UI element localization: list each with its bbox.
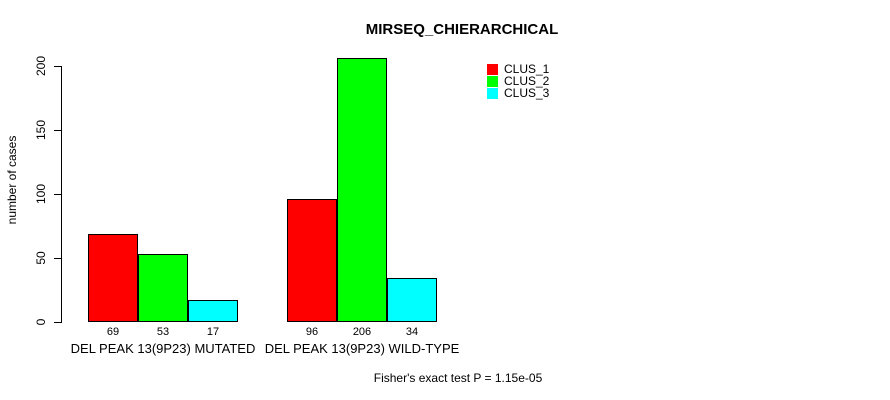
y-axis-label: number of cases xyxy=(5,135,19,225)
legend-row: CLUS_2 xyxy=(487,75,549,87)
bar-value-label: 17 xyxy=(206,326,220,338)
bar-clus_1-group2 xyxy=(287,199,337,322)
bar-value-label: 69 xyxy=(106,326,120,338)
y-tick-label: 200 xyxy=(34,55,48,77)
legend-swatch-clus_2 xyxy=(487,75,498,87)
legend-label: CLUS_2 xyxy=(504,74,550,88)
y-tick xyxy=(54,193,61,195)
y-axis-line xyxy=(61,66,62,323)
y-tick xyxy=(54,321,61,323)
legend: CLUS_1 CLUS_2 CLUS_3 xyxy=(487,63,549,99)
bar-clus_3-group1 xyxy=(188,300,238,322)
bar-value-label: 53 xyxy=(156,326,170,338)
bar-clus_1-group1 xyxy=(88,233,138,322)
legend-label: CLUS_3 xyxy=(504,86,550,100)
y-tick xyxy=(54,129,61,131)
legend-swatch-clus_3 xyxy=(487,87,498,99)
bar-value-label: 206 xyxy=(352,326,372,338)
y-tick-label: 150 xyxy=(34,119,48,141)
y-tick-label: 0 xyxy=(34,318,48,326)
y-tick xyxy=(54,257,61,259)
bar-value-label: 34 xyxy=(405,326,419,338)
bar-clus_2-group2 xyxy=(337,58,387,322)
chart-title: MIRSEQ_CHIERARCHICAL xyxy=(365,21,559,38)
legend-swatch-clus_1 xyxy=(487,63,498,75)
y-tick xyxy=(54,65,61,67)
bar-clus_3-group2 xyxy=(387,278,437,322)
bar-value-label: 96 xyxy=(305,326,319,338)
legend-row: CLUS_1 xyxy=(487,63,549,75)
legend-label: CLUS_1 xyxy=(504,62,550,76)
group-label: DEL PEAK 13(9P23) MUTATED xyxy=(70,341,256,356)
group-label: DEL PEAK 13(9P23) WILD-TYPE xyxy=(264,341,460,356)
y-tick-label: 50 xyxy=(34,251,48,265)
footer-note: Fisher's exact test P = 1.15e-05 xyxy=(373,371,543,385)
y-tick-label: 100 xyxy=(34,183,48,205)
bar-clus_2-group1 xyxy=(138,254,188,322)
legend-row: CLUS_3 xyxy=(487,87,549,99)
